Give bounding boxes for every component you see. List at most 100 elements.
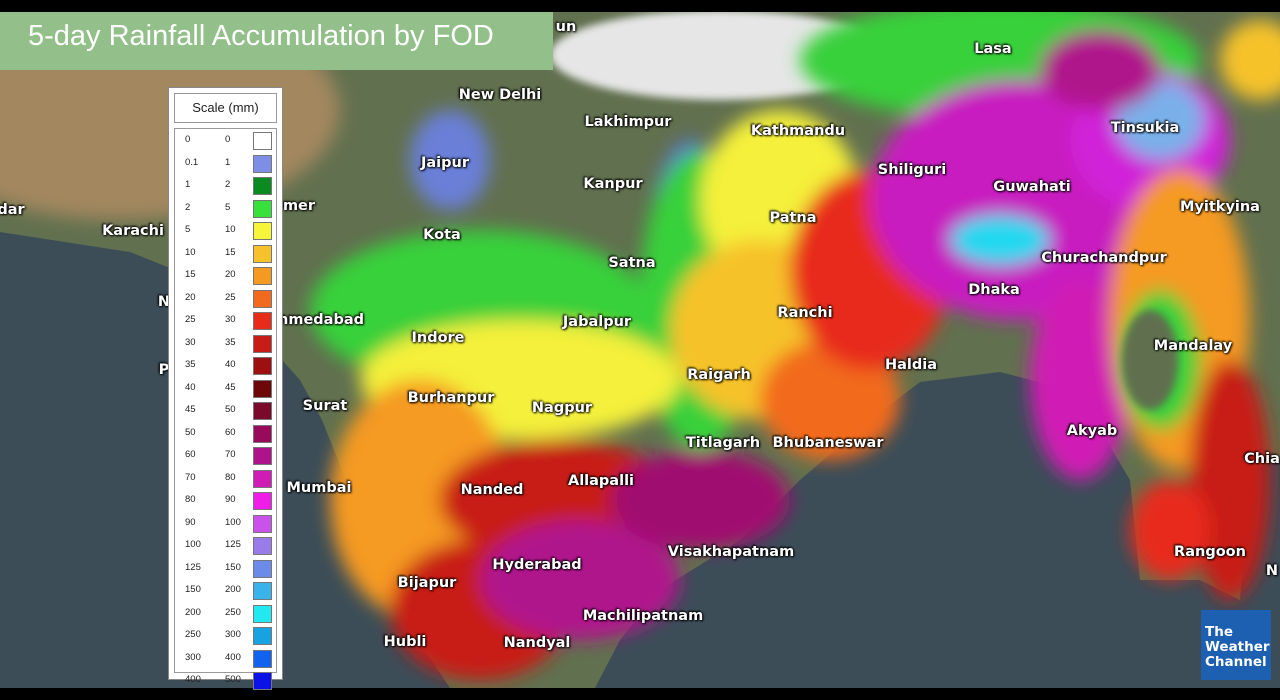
legend-low: 40 xyxy=(185,381,196,393)
legend: Scale (mm) 0 0 0.1 1 1 2 2 5 5 10 10 15 15 20 20 25 25 30… xyxy=(168,87,283,690)
legend-swatch xyxy=(253,514,272,533)
city-label: Bijapur xyxy=(397,575,457,591)
city-label: N xyxy=(1265,563,1279,579)
legend-low: 1 xyxy=(185,179,191,190)
legend-row: 35 40 xyxy=(175,354,276,377)
city-label: Myitkyina xyxy=(1180,199,1260,215)
legend-low: 0 xyxy=(185,134,191,145)
legend-row: 20 25 xyxy=(175,287,276,310)
legend-row: 200 250 xyxy=(175,602,276,625)
city-label: Nandyal xyxy=(503,635,571,651)
legend-high: 1 xyxy=(225,156,231,168)
legend-high: 80 xyxy=(225,471,236,483)
city-label: Surat xyxy=(302,398,348,414)
legend-low: 100 xyxy=(185,539,201,550)
city-label: Nanded xyxy=(460,482,524,498)
legend-low: 0.1 xyxy=(185,156,199,168)
legend-swatch xyxy=(253,199,272,218)
city-label: Mandalay xyxy=(1153,338,1233,354)
legend-low: 300 xyxy=(185,651,201,663)
legend-high: 250 xyxy=(225,606,241,618)
city-label: Jaipur xyxy=(420,155,470,171)
legend-low: 15 xyxy=(185,269,196,280)
city-label: hmedabad xyxy=(278,312,364,328)
legend-row: 300 400 xyxy=(175,647,276,670)
legend-high: 35 xyxy=(225,336,236,348)
city-label: Churachandpur xyxy=(1041,250,1167,266)
legend-high: 15 xyxy=(225,246,236,258)
logo-line: Channel xyxy=(1205,654,1267,670)
legend-high: 2 xyxy=(225,179,231,190)
legend-high: 400 xyxy=(225,651,241,663)
city-label: Tinsukia xyxy=(1110,120,1180,136)
city-label: dar xyxy=(0,202,25,218)
city-label: un xyxy=(555,19,577,35)
city-label: Raigarh xyxy=(687,367,751,383)
legend-high: 90 xyxy=(225,494,236,505)
legend-row: 45 50 xyxy=(175,399,276,422)
city-label: Hubli xyxy=(383,634,427,650)
legend-swatch xyxy=(253,447,272,465)
city-label: Visakhapatnam xyxy=(667,544,795,560)
legend-row: 90 100 xyxy=(175,512,276,535)
legend-rows: 0 0 0.1 1 1 2 2 5 5 10 10 15 15 20 20 25 25 30 30 35 35 40 40 4… xyxy=(174,128,277,690)
legend-high: 500 xyxy=(225,674,241,685)
city-label: Haldia xyxy=(884,357,938,373)
city-label: Indore xyxy=(411,330,465,346)
legend-high: 5 xyxy=(225,201,231,213)
legend-low: 60 xyxy=(185,449,196,460)
legend-row: 100 125 xyxy=(175,534,276,557)
legend-high: 200 xyxy=(225,584,241,595)
city-label: Shiliguri xyxy=(877,162,947,178)
city-label: Kota xyxy=(423,227,461,243)
legend-low: 20 xyxy=(185,291,196,303)
legend-swatch xyxy=(253,334,272,353)
legend-low: 80 xyxy=(185,494,196,505)
legend-low: 90 xyxy=(185,516,196,528)
city-label: Karachi xyxy=(102,223,164,239)
legend-row: 15 20 xyxy=(175,264,276,287)
legend-swatch xyxy=(253,357,272,375)
legend-swatch xyxy=(253,379,272,398)
legend-title: Scale (mm) xyxy=(174,93,277,123)
city-label: Mumbai xyxy=(286,480,352,496)
legend-high: 40 xyxy=(225,359,236,370)
city-label: Kanpur xyxy=(583,176,643,192)
legend-low: 50 xyxy=(185,426,196,438)
legend-swatch xyxy=(253,424,272,443)
title-banner: 5-day Rainfall Accumulation by FOD xyxy=(0,12,553,70)
legend-high: 50 xyxy=(225,404,236,415)
legend-low: 45 xyxy=(185,404,196,415)
legend-low: 2 xyxy=(185,201,191,213)
legend-swatch xyxy=(253,402,272,420)
legend-row: 125 150 xyxy=(175,557,276,580)
legend-row: 150 200 xyxy=(175,579,276,602)
legend-row: 60 70 xyxy=(175,444,276,467)
legend-row: 30 35 xyxy=(175,332,276,355)
legend-high: 100 xyxy=(225,516,241,528)
legend-low: 125 xyxy=(185,561,201,573)
city-label: Patna xyxy=(769,210,817,226)
legend-swatch xyxy=(253,132,272,150)
legend-high: 45 xyxy=(225,381,236,393)
city-label: New Delhi xyxy=(458,87,542,103)
legend-row: 5 10 xyxy=(175,219,276,242)
legend-high: 300 xyxy=(225,629,241,640)
legend-swatch xyxy=(253,649,272,668)
legend-high: 20 xyxy=(225,269,236,280)
legend-swatch xyxy=(253,244,272,263)
legend-row: 80 90 xyxy=(175,489,276,512)
legend-swatch xyxy=(253,267,272,285)
city-label: Lasa xyxy=(974,41,1012,57)
legend-swatch xyxy=(253,222,272,240)
legend-low: 30 xyxy=(185,336,196,348)
city-label: Chia xyxy=(1244,451,1280,467)
legend-high: 0 xyxy=(225,134,231,145)
legend-high: 30 xyxy=(225,314,236,325)
legend-low: 5 xyxy=(185,224,191,235)
city-label: Machilipatnam xyxy=(582,608,704,624)
